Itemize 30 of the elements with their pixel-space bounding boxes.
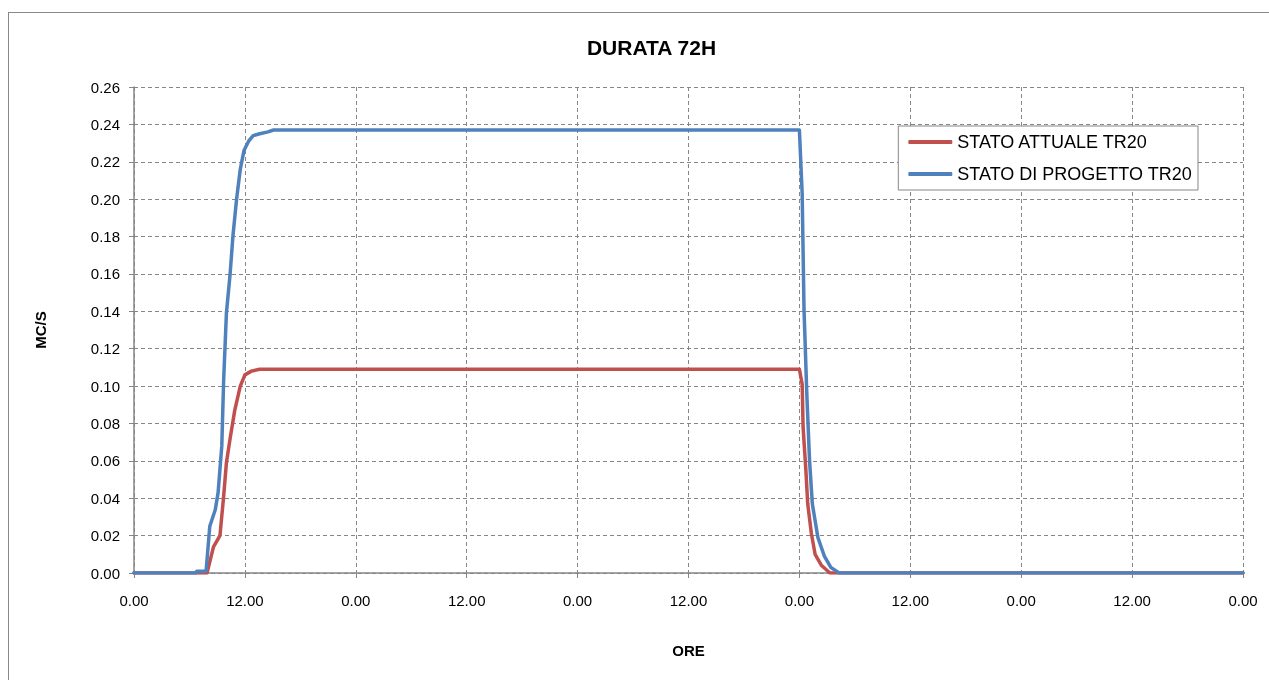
x-tick-label: 0.00 (784, 592, 814, 609)
legend-label: STATO ATTUALE TR20 (957, 132, 1147, 152)
x-tick-label: 0.00 (1228, 592, 1258, 609)
x-tick-label: 12.00 (669, 592, 708, 609)
y-tick-label: 0.06 (90, 452, 120, 470)
y-tick-label: 0.12 (90, 340, 120, 358)
legend-label: STATO DI PROGETTO TR20 (957, 164, 1192, 184)
x-tick-label: 12.00 (447, 592, 486, 609)
x-tick-label: 12.00 (226, 592, 264, 609)
y-axis-title: MC/S (32, 311, 49, 349)
y-tick-label: 0.04 (90, 489, 120, 507)
y-tick-label: 0.24 (90, 115, 120, 133)
chart-title: DURATA 72H (586, 36, 717, 59)
y-tick-label: 0.22 (90, 153, 120, 171)
y-tick-label: 0.16 (90, 265, 120, 283)
x-axis-title: ORE (672, 642, 705, 659)
x-tick-label: 12.00 (1113, 592, 1151, 609)
y-tick-label: 0.02 (90, 527, 120, 545)
y-tick-label: 0.26 (90, 78, 120, 96)
y-tick-label: 0.08 (90, 414, 120, 432)
x-tick-label: 0.00 (1006, 592, 1036, 609)
x-tick-label: 12.00 (891, 592, 930, 609)
y-tick-label: 0.10 (90, 377, 120, 395)
y-tick-label: 0.18 (90, 228, 120, 246)
y-tick-label: 0.20 (90, 190, 120, 208)
x-tick-label: 0.00 (563, 592, 593, 609)
x-tick-label: 0.00 (341, 592, 371, 609)
y-tick-label: 0.14 (90, 302, 120, 320)
y-tick-label: 0.00 (90, 564, 120, 582)
x-tick-label: 0.00 (119, 592, 149, 609)
